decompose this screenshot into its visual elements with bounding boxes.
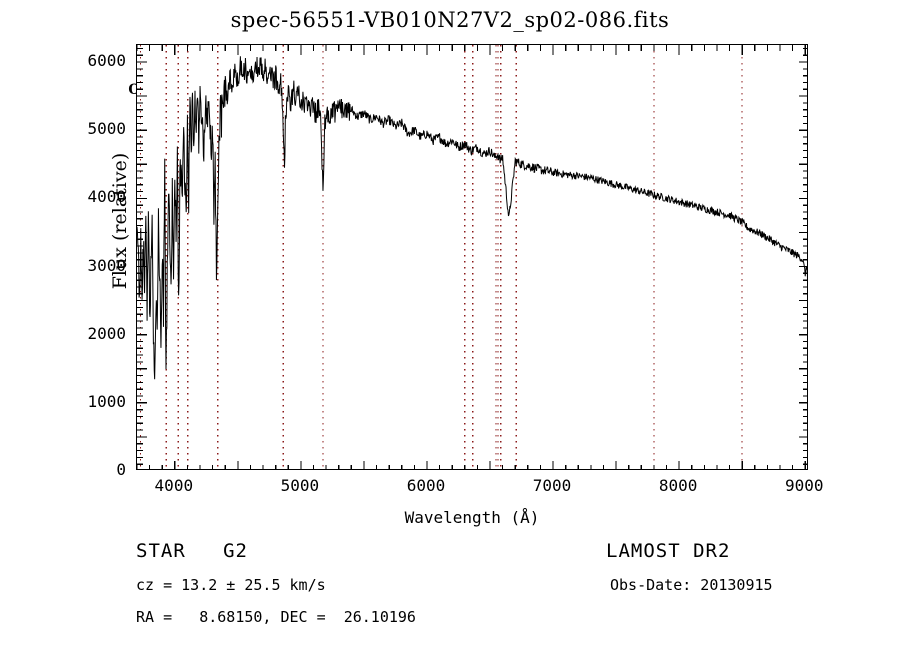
y-tick-6000: 6000: [87, 51, 126, 71]
x-tick-7000: 7000: [532, 476, 572, 495]
page-title: spec-56551-VB010N27V2_sp02-086.fits: [230, 8, 670, 32]
x-axis-label: Wavelength (Å): [404, 508, 540, 527]
x-tick-4000: 4000: [154, 476, 194, 495]
footer-metadata: STAR G2 LAMOST DR2 cz = 13.2 ± 25.5 km/s…: [0, 536, 900, 646]
x-tick-6000: 6000: [406, 476, 446, 495]
coordinates: RA = 8.68150, DEC = 26.10196: [136, 608, 416, 626]
obs-date: Obs-Date: 20130915: [610, 576, 773, 594]
y-tick-2000: 2000: [87, 323, 126, 343]
y-tick-0: 0: [116, 460, 126, 479]
plot-frame: [136, 44, 808, 470]
y-tick-3000: 3000: [87, 255, 126, 275]
x-tick-9000: 9000: [784, 476, 824, 495]
y-tick-5000: 5000: [87, 119, 126, 139]
object-type: STAR G2: [136, 540, 248, 562]
plot-area: [137, 45, 807, 469]
survey-name: LAMOST DR2: [606, 540, 731, 562]
spectrum-svg: [137, 45, 807, 469]
x-tick-8000: 8000: [658, 476, 698, 495]
radial-velocity: cz = 13.2 ± 25.5 km/s: [136, 576, 326, 594]
y-tick-1000: 1000: [87, 391, 126, 411]
x-tick-5000: 5000: [280, 476, 320, 495]
y-tick-4000: 4000: [87, 187, 126, 207]
